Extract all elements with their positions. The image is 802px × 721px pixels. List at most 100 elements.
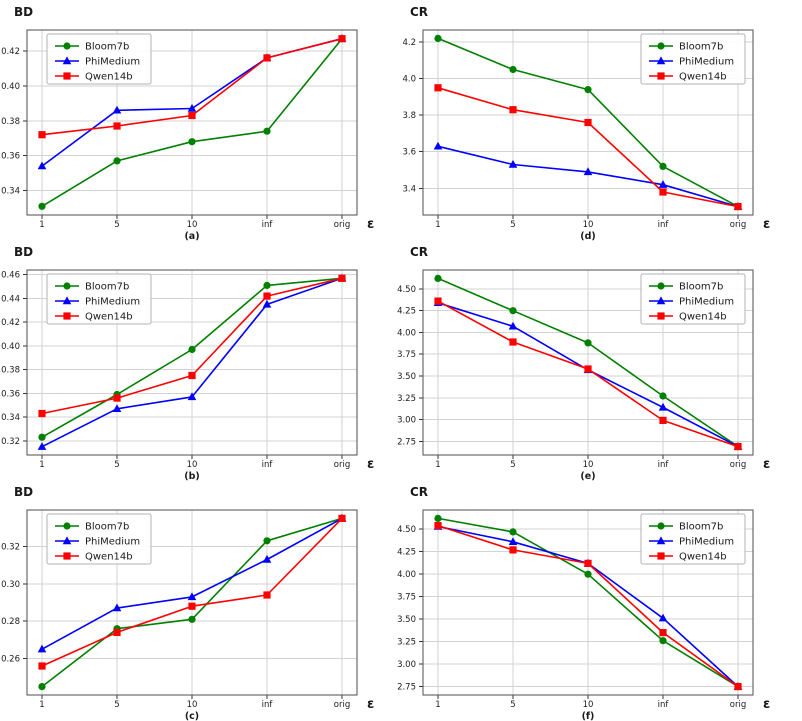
legend: Bloom7b PhiMedium Qwen14b (640, 33, 746, 85)
svg-text:4.00: 4.00 (397, 328, 416, 338)
legend-entry-PhiMedium: PhiMedium (649, 296, 734, 308)
square-marker-legend (63, 552, 71, 560)
y-tick-labels: 3.4 3.6 3.8 4.0 4.2 (402, 38, 416, 194)
square-marker (434, 522, 442, 530)
svg-text:0.42: 0.42 (1, 47, 20, 57)
svg-text:0.34: 0.34 (1, 413, 20, 423)
circle-marker-legend (657, 282, 665, 290)
svg-text:3.00: 3.00 (397, 416, 416, 426)
svg-text:PhiMedium: PhiMedium (679, 297, 734, 308)
tick-marks (419, 528, 739, 699)
circle-marker (434, 514, 442, 522)
chart-canvas-a: 1 5 10 inf orig 0.34 0.36 0.38 0.40 0.42 BD ε (a) Blo… (1, 5, 374, 242)
circle-marker (38, 433, 46, 441)
svg-text:0.36: 0.36 (1, 389, 20, 399)
triangle-marker (37, 161, 47, 170)
legend-entry-Qwen14b: Qwen14b (55, 312, 133, 323)
y-tick-labels: 0.32 0.34 0.36 0.38 0.40 0.42 0.44 0.46 (1, 271, 20, 447)
square-marker (113, 122, 121, 130)
svg-text:0.46: 0.46 (1, 271, 20, 281)
triangle-marker (112, 603, 122, 612)
square-marker (659, 188, 667, 196)
axis-title: CR (410, 245, 428, 259)
square-marker (584, 559, 592, 567)
circle-marker (38, 683, 46, 691)
square-marker (659, 629, 667, 637)
tick-marks (23, 545, 343, 699)
triangle-marker-legend (62, 296, 72, 305)
svg-text:5: 5 (510, 460, 515, 470)
series-Qwen14b (38, 514, 346, 670)
svg-text:0.32: 0.32 (1, 542, 20, 552)
legend-entry-PhiMedium: PhiMedium (55, 56, 140, 68)
circle-marker (188, 138, 196, 146)
legend-entry-Bloom7b: Bloom7b (649, 522, 723, 533)
svg-text:3.75: 3.75 (397, 593, 416, 603)
legend: Bloom7b PhiMedium Qwen14b (46, 273, 152, 325)
square-marker (584, 118, 592, 127)
svg-text:4.2: 4.2 (402, 38, 416, 48)
circle-marker-legend (63, 42, 71, 50)
svg-text:5: 5 (114, 220, 119, 230)
svg-text:inf: inf (262, 460, 274, 470)
circle-marker (509, 528, 517, 536)
x-axis-label: ε (367, 457, 374, 472)
chart-canvas-b: 1 5 10 inf orig0.320.340.360.380.400.420.440… (1, 245, 374, 482)
square-marker-legend (657, 552, 665, 560)
series-Bloom7b (434, 274, 742, 451)
square-marker-legend (63, 312, 71, 320)
circle-marker-legend (63, 282, 71, 290)
svg-text:Bloom7b: Bloom7b (85, 42, 129, 53)
circle-marker (113, 157, 121, 165)
svg-text:orig: orig (334, 220, 350, 230)
svg-text:0.44: 0.44 (1, 295, 20, 305)
x-tick-labels: 1 5 10 inf orig (39, 700, 350, 710)
panel-e: 1 5 10 inf orig 2.75 3.00 3.25 3.50 3.75 4.00 4.25 4… (397, 240, 802, 482)
circle-marker (263, 537, 271, 545)
svg-text:10: 10 (583, 220, 594, 230)
svg-text:10: 10 (187, 700, 198, 710)
square-marker (113, 628, 121, 636)
svg-text:2.75: 2.75 (397, 683, 416, 693)
svg-text:3.50: 3.50 (397, 372, 416, 382)
square-marker-legend (657, 312, 665, 320)
triangle-marker (583, 167, 593, 176)
triangle-marker (187, 392, 197, 401)
circle-marker (584, 570, 592, 578)
x-tick-labels: 1 5 10 inf orig (39, 460, 350, 470)
triangle-marker (37, 442, 47, 450)
chart-canvas-e: 1 5 10 inf orig 2.75 3.00 3.25 3.50 3.75 4.00 4.25 4… (397, 245, 770, 482)
chart-canvas-c: 1 5 10 inf orig 0.26 0.28 0.30 0.32 BD ε (c) Bloom7b… (1, 485, 374, 721)
axis-title: BD (14, 245, 33, 259)
chart-canvas-d: 1 5 10 inf orig 3.4 3.6 3.8 4.0 4.2 CR ε (d) Bloom7b P… (402, 5, 770, 242)
circle-marker (509, 307, 517, 315)
svg-text:3.25: 3.25 (397, 638, 416, 648)
svg-text:inf: inf (658, 700, 670, 710)
legend-entry-PhiMedium: PhiMedium (55, 296, 140, 308)
circle-marker (434, 34, 442, 43)
square-marker (188, 371, 196, 380)
svg-text:Qwen14b: Qwen14b (85, 72, 133, 83)
axis-title: CR (410, 5, 428, 19)
triangle-marker-legend (62, 536, 72, 545)
square-marker (509, 106, 517, 114)
svg-text:PhiMedium: PhiMedium (85, 537, 140, 548)
circle-marker (509, 65, 517, 74)
circle-marker-legend (657, 522, 665, 530)
square-marker (659, 416, 667, 424)
plot-border (422, 269, 754, 456)
svg-text:0.28: 0.28 (1, 617, 20, 627)
square-marker (263, 591, 271, 599)
panel-f: 1 5 10 inf orig 2.75 3.00 3.25 3.50 3.75 4.00 4.25 4… (397, 480, 802, 721)
svg-text:orig: orig (730, 700, 746, 710)
svg-text:PhiMedium: PhiMedium (85, 57, 140, 68)
panel-caption: (a) (184, 231, 199, 242)
svg-text:3.00: 3.00 (397, 660, 416, 670)
legend-entry-Qwen14b: Qwen14b (649, 72, 727, 83)
series-Qwen14b (38, 35, 346, 139)
legend-entry-Bloom7b: Bloom7b (55, 282, 129, 293)
square-marker (509, 338, 517, 346)
tick-marks (419, 41, 739, 219)
plot-border (26, 269, 358, 456)
circle-marker-legend (63, 522, 71, 530)
